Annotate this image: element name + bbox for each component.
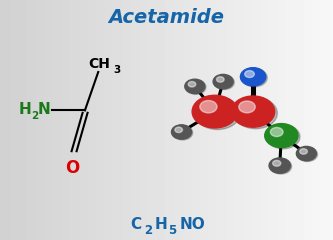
Circle shape — [242, 69, 267, 87]
Circle shape — [171, 125, 191, 139]
Circle shape — [192, 95, 237, 128]
Circle shape — [240, 68, 266, 86]
Circle shape — [173, 126, 193, 140]
Text: N: N — [38, 102, 50, 117]
Circle shape — [239, 101, 255, 113]
Circle shape — [214, 75, 234, 90]
Circle shape — [234, 97, 277, 129]
Text: C: C — [130, 217, 141, 232]
Circle shape — [200, 101, 217, 113]
Text: 3: 3 — [113, 65, 121, 75]
Circle shape — [185, 79, 205, 94]
Text: H: H — [155, 217, 167, 232]
Text: CH: CH — [88, 57, 110, 71]
Circle shape — [298, 147, 318, 162]
Circle shape — [273, 160, 281, 166]
Circle shape — [186, 80, 206, 94]
Circle shape — [300, 149, 307, 154]
Circle shape — [270, 127, 283, 137]
Circle shape — [213, 74, 233, 89]
Circle shape — [265, 124, 298, 148]
Text: H: H — [18, 102, 31, 117]
Circle shape — [269, 158, 290, 173]
Circle shape — [296, 146, 316, 161]
Circle shape — [216, 77, 224, 82]
Circle shape — [188, 82, 196, 87]
Text: 2: 2 — [144, 224, 152, 237]
Circle shape — [231, 96, 275, 127]
Text: NO: NO — [179, 217, 205, 232]
Circle shape — [195, 97, 240, 130]
Circle shape — [267, 125, 300, 149]
Text: 5: 5 — [168, 224, 176, 237]
Text: Acetamide: Acetamide — [109, 8, 224, 27]
Circle shape — [270, 159, 292, 174]
Text: O: O — [66, 159, 80, 177]
Circle shape — [245, 71, 254, 78]
Text: 2: 2 — [31, 111, 38, 121]
Circle shape — [175, 127, 182, 132]
